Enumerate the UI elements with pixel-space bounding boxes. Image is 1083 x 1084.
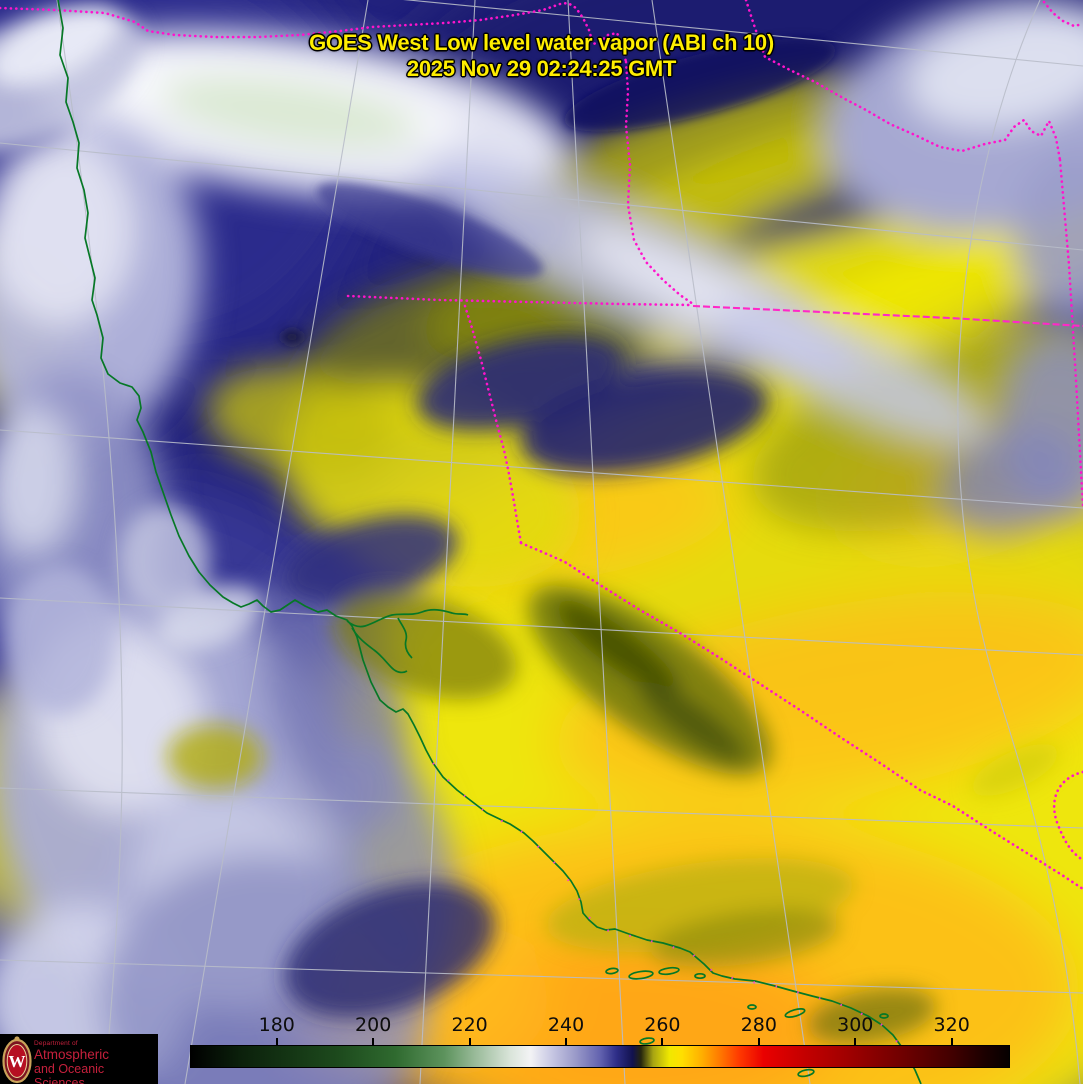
colorbar-tick-mark [275, 1038, 278, 1045]
border-nevada-idaho-east [692, 304, 1083, 328]
channel-island [658, 966, 680, 976]
island [797, 1068, 815, 1078]
small-details [281, 38, 836, 344]
colorbar-tick-label: 180 [258, 1014, 295, 1036]
uw-crest-icon: W [2, 1036, 32, 1084]
island [747, 1004, 757, 1010]
colorbar-tick-mark [565, 1038, 568, 1045]
channel-island [628, 970, 654, 980]
border-california-nevada-diagonal [519, 541, 1083, 891]
border-columbia-river [0, 1, 628, 64]
colorbar-labels: 180 200 220 240 260 280 300 320 [190, 1014, 1010, 1038]
island [639, 1037, 655, 1045]
catalina-island [784, 1008, 806, 1018]
colorbar-tick-mark [372, 1038, 375, 1045]
colorbar-tick-mark [468, 1038, 471, 1045]
logo-dept-line: Department of [34, 1040, 78, 1047]
border-colorado-river [1052, 770, 1083, 864]
logo-line-1: Atmospheric [34, 1047, 110, 1062]
logo-text: Department of Atmospheric and Oceanic Sc… [34, 1040, 158, 1084]
crest-monogram: W [9, 1052, 26, 1071]
channel-island [605, 967, 619, 975]
colorbar-tick-label: 320 [933, 1014, 970, 1036]
coastline [57, 0, 922, 1084]
border-42n-west [346, 294, 695, 307]
island [879, 1013, 889, 1019]
border-top-right-stub [1042, 0, 1083, 28]
colorbar-tick-mark [950, 1038, 953, 1045]
colorbar-tick-label: 240 [547, 1014, 585, 1036]
border-idaho-wyoming [1058, 158, 1083, 507]
state-border-lines [0, 0, 1083, 891]
colorbar: 180 200 220 240 260 280 300 320 [190, 1014, 1010, 1068]
border-idaho-montana [744, 0, 1062, 162]
fine-structure [0, 4, 1060, 1044]
colorbar-tick-label: 300 [837, 1014, 874, 1036]
colorbar-tick-label: 260 [644, 1014, 681, 1036]
colorbar-tick-label: 220 [451, 1014, 488, 1036]
logo-line-2: and Oceanic Sciences [34, 1062, 105, 1084]
pacific-coast [57, 0, 922, 1084]
colorbar-tick-mark [757, 1038, 760, 1045]
colorbar-gradient [190, 1045, 1010, 1068]
uw-aos-logo: W Department of Atmospheric and Oceanic … [0, 1034, 158, 1084]
channel-island [694, 972, 706, 980]
sf-bay [346, 608, 469, 674]
border-oregon-idaho [624, 60, 695, 306]
border-california-nevada-north [463, 304, 523, 545]
colorbar-tick-label: 200 [355, 1014, 392, 1036]
colorbar-tick-label: 280 [740, 1014, 777, 1036]
colorbar-tick-mark [661, 1038, 664, 1045]
colorbar-tick-mark [854, 1038, 857, 1045]
